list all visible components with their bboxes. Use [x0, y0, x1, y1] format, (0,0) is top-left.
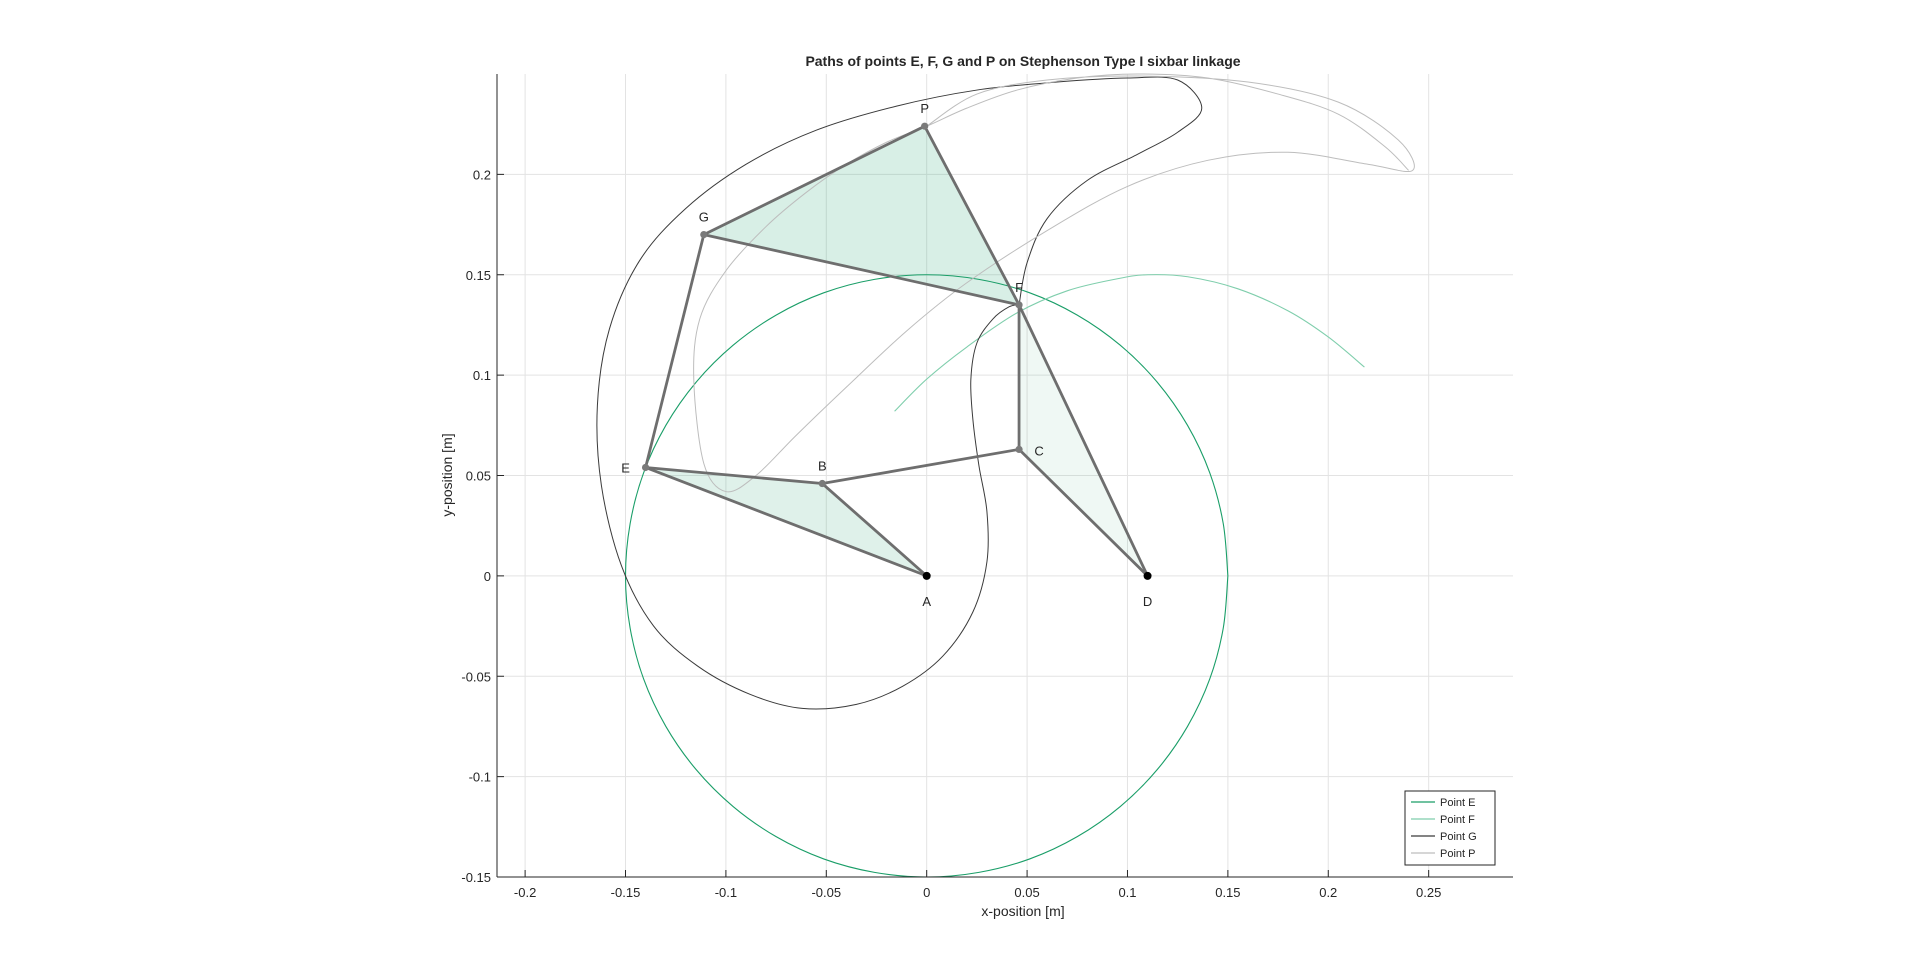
joint-label-p: P: [920, 101, 929, 116]
x-tick-label: -0.05: [811, 885, 841, 900]
legend-entry: Point E: [1440, 797, 1475, 809]
x-tick-label: 0: [923, 885, 930, 900]
chart-title: Paths of points E, F, G and P on Stephen…: [805, 53, 1240, 69]
series-point-g-path: [596, 76, 1203, 710]
triangle-GFP: [703, 126, 1020, 305]
joint-a: [922, 571, 931, 580]
x-tick-label: 0.05: [1014, 885, 1039, 900]
link-GP: [702, 124, 927, 237]
y-tick-label: 0.05: [466, 469, 491, 484]
link-CD: [1017, 448, 1149, 578]
joint-label-a: A: [922, 594, 931, 609]
y-tick-label: -0.05: [461, 669, 491, 684]
joint-f: [1015, 301, 1023, 309]
x-tick-label: -0.15: [611, 885, 641, 900]
series-point-f-path: [894, 274, 1365, 412]
link-PF: [923, 124, 1021, 307]
link-EG: [644, 233, 706, 469]
series-point-p-path: [693, 73, 1415, 493]
link-ABE: [820, 482, 929, 578]
y-tick-label: -0.15: [461, 870, 491, 885]
legend-entry: Point G: [1440, 831, 1477, 843]
y-tick-label: 0.1: [473, 368, 491, 383]
legend-entry: Point F: [1440, 814, 1475, 826]
linkage-triangles: [645, 126, 1148, 576]
link-DF: [1017, 303, 1149, 578]
joint-label-g: G: [699, 210, 709, 225]
linkage-joints: A B C D E F G P: [621, 101, 1152, 609]
link-AE: [644, 466, 929, 578]
legend-entry: Point P: [1440, 848, 1475, 860]
joint-c: [1015, 445, 1023, 454]
joint-d: [1143, 571, 1152, 580]
point-paths: [596, 73, 1415, 878]
x-axis-label: x-position [m]: [981, 903, 1064, 919]
link-BC: [820, 448, 1021, 485]
joint-g: [700, 231, 708, 239]
x-tick-label: -0.2: [514, 885, 536, 900]
axes: -0.2 -0.15 -0.1 -0.05 0 0.05 0.1 0.15 0.2 0.25 -0.…: [461, 74, 1513, 900]
y-tick-label: 0.15: [466, 268, 491, 283]
joint-p: [921, 122, 929, 130]
joint-label-d: D: [1143, 594, 1152, 609]
x-tick-label: 0.25: [1416, 885, 1441, 900]
grid-lines: [497, 74, 1513, 878]
joint-label-f: F: [1015, 280, 1023, 295]
x-tick-label: 0.1: [1118, 885, 1136, 900]
y-tick-label: -0.1: [469, 770, 491, 785]
y-tick-label: 0.2: [473, 167, 491, 182]
joint-label-b: B: [818, 459, 827, 474]
linkage-links: [644, 124, 1149, 578]
x-tick-label: -0.1: [715, 885, 737, 900]
link-BE: [644, 466, 824, 485]
joint-b: [818, 479, 826, 488]
joint-label-c: C: [1034, 443, 1043, 458]
joint-e: [641, 463, 650, 472]
triangle-CDF: [1019, 304, 1148, 576]
y-tick-label: 0: [484, 569, 491, 584]
y-axis-label: y-position [m]: [439, 433, 455, 516]
joint-label-e: E: [621, 460, 630, 475]
link-GF: [702, 233, 1021, 307]
x-tick-label: 0.15: [1215, 885, 1240, 900]
legend: Point E Point F Point G Point P: [1404, 790, 1496, 866]
x-tick-label: 0.2: [1319, 885, 1337, 900]
